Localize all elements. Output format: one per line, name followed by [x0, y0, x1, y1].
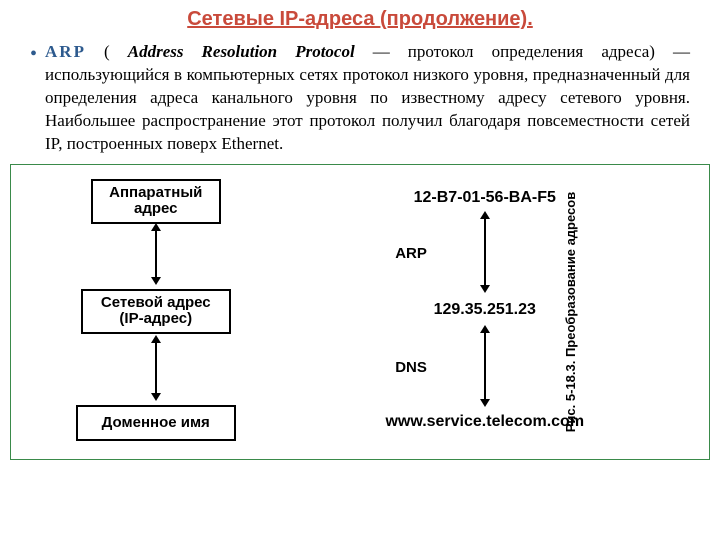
paragraph: ARP ( Address Resolution Protocol — прот… [45, 41, 690, 156]
diagram-left-column: Аппаратный адрес Сетевой адрес (IP-адрес… [11, 173, 301, 451]
label-arp: ARP [395, 245, 427, 262]
node-dom-line1: Доменное имя [102, 414, 210, 431]
node-hw-line2: адрес [134, 200, 178, 217]
diagram-caption: Рис. 5-18.3. Преобразование адресов [564, 182, 578, 442]
node-domain-name: Доменное имя [76, 405, 236, 442]
value-url: www.service.telecom.com [385, 413, 584, 431]
node-net-line2: (IP-адрес) [119, 310, 192, 327]
bullet-glyph: • [30, 44, 37, 64]
diagram-frame: Аппаратный адрес Сетевой адрес (IP-адрес… [10, 164, 710, 460]
bullet-row: • ARP ( Address Resolution Protocol — пр… [30, 41, 690, 156]
paren-open: ( [104, 42, 128, 61]
node-hardware-address: Аппаратный адрес [91, 179, 221, 224]
arrow-left-1 [150, 223, 162, 285]
node-net-line1: Сетевой адрес [101, 294, 211, 311]
page-title: Сетевые IP-адреса (продолжение). [0, 0, 720, 37]
arp-term: ARP [45, 42, 86, 61]
arrow-right-2 [479, 325, 491, 407]
node-network-address: Сетевой адрес (IP-адрес) [81, 289, 231, 334]
value-mac: 12-B7-01-56-BA-F5 [414, 189, 556, 207]
arrow-right-1 [479, 211, 491, 293]
body-text: • ARP ( Address Resolution Protocol — пр… [0, 37, 720, 164]
diagram-right-column: 12-B7-01-56-BA-F5 ARP 129.35.251.23 DNS … [301, 173, 669, 451]
value-ip: 129.35.251.23 [434, 301, 536, 319]
node-hw-line1: Аппаратный [109, 184, 202, 201]
label-dns: DNS [395, 359, 427, 376]
arp-expansion: Address Resolution Protocol [128, 42, 355, 61]
arrow-left-2 [150, 335, 162, 401]
